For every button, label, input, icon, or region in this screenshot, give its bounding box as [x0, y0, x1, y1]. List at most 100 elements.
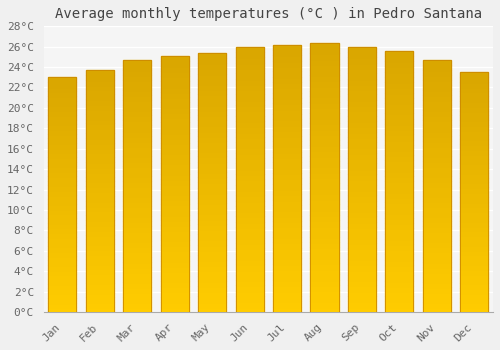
Bar — [160, 169, 189, 174]
Bar — [273, 98, 301, 104]
Bar — [123, 276, 152, 282]
Bar — [310, 64, 338, 70]
Bar — [198, 105, 226, 110]
Bar — [460, 221, 488, 226]
Bar — [386, 92, 413, 98]
Bar — [310, 264, 338, 269]
Bar — [123, 246, 152, 251]
Bar — [86, 70, 114, 312]
Bar — [423, 80, 451, 85]
Bar — [198, 182, 226, 188]
Bar — [310, 177, 338, 183]
Bar — [160, 194, 189, 199]
Bar — [386, 150, 413, 155]
Bar — [86, 181, 114, 186]
Bar — [310, 43, 338, 312]
Bar — [198, 250, 226, 255]
Bar — [310, 301, 338, 307]
Bar — [198, 245, 226, 250]
Bar — [160, 97, 189, 102]
Bar — [310, 269, 338, 274]
Bar — [423, 246, 451, 251]
Bar — [386, 260, 413, 265]
Bar — [236, 243, 264, 248]
Bar — [423, 141, 451, 146]
Bar — [198, 188, 226, 193]
Bar — [123, 70, 152, 75]
Bar — [348, 270, 376, 275]
Bar — [236, 142, 264, 147]
Bar — [236, 94, 264, 100]
Bar — [348, 132, 376, 137]
Bar — [423, 60, 451, 312]
Bar — [48, 124, 76, 129]
Bar — [123, 125, 152, 131]
Bar — [48, 279, 76, 284]
Bar — [310, 237, 338, 242]
Bar — [86, 244, 114, 249]
Bar — [160, 158, 189, 163]
Bar — [386, 129, 413, 134]
Bar — [123, 186, 152, 191]
Bar — [160, 148, 189, 153]
Bar — [460, 173, 488, 178]
Bar — [423, 191, 451, 196]
Bar — [236, 68, 264, 73]
Bar — [310, 107, 338, 113]
Bar — [123, 261, 152, 267]
Bar — [348, 243, 376, 248]
Bar — [423, 297, 451, 302]
Bar — [386, 291, 413, 296]
Bar — [386, 187, 413, 192]
Bar — [460, 72, 488, 312]
Bar — [273, 77, 301, 82]
Bar — [48, 110, 76, 115]
Bar — [273, 248, 301, 253]
Bar — [198, 214, 226, 219]
Bar — [48, 218, 76, 223]
Bar — [460, 91, 488, 96]
Bar — [236, 116, 264, 121]
Bar — [48, 105, 76, 110]
Bar — [423, 161, 451, 166]
Bar — [273, 205, 301, 210]
Bar — [123, 257, 152, 261]
Bar — [86, 288, 114, 293]
Bar — [273, 285, 301, 290]
Bar — [423, 226, 451, 231]
Bar — [310, 156, 338, 161]
Bar — [198, 110, 226, 115]
Bar — [236, 126, 264, 132]
Bar — [386, 119, 413, 124]
Bar — [273, 82, 301, 88]
Bar — [348, 84, 376, 89]
Bar — [273, 61, 301, 66]
Bar — [460, 111, 488, 116]
Bar — [348, 78, 376, 84]
Bar — [348, 116, 376, 121]
Bar — [460, 77, 488, 82]
Bar — [310, 97, 338, 102]
Bar — [123, 75, 152, 80]
Bar — [48, 148, 76, 152]
Bar — [273, 71, 301, 77]
Bar — [48, 209, 76, 214]
Bar — [86, 85, 114, 90]
Bar — [310, 242, 338, 247]
Bar — [460, 254, 488, 259]
Bar — [423, 150, 451, 156]
Bar — [198, 53, 226, 58]
Bar — [460, 288, 488, 293]
Bar — [236, 222, 264, 227]
Bar — [460, 259, 488, 264]
Bar — [86, 205, 114, 210]
Bar — [86, 104, 114, 109]
Bar — [236, 47, 264, 312]
Bar — [310, 118, 338, 124]
Bar — [386, 51, 413, 312]
Bar — [386, 155, 413, 160]
Bar — [310, 307, 338, 312]
Bar — [236, 153, 264, 158]
Bar — [48, 152, 76, 157]
Bar — [310, 70, 338, 75]
